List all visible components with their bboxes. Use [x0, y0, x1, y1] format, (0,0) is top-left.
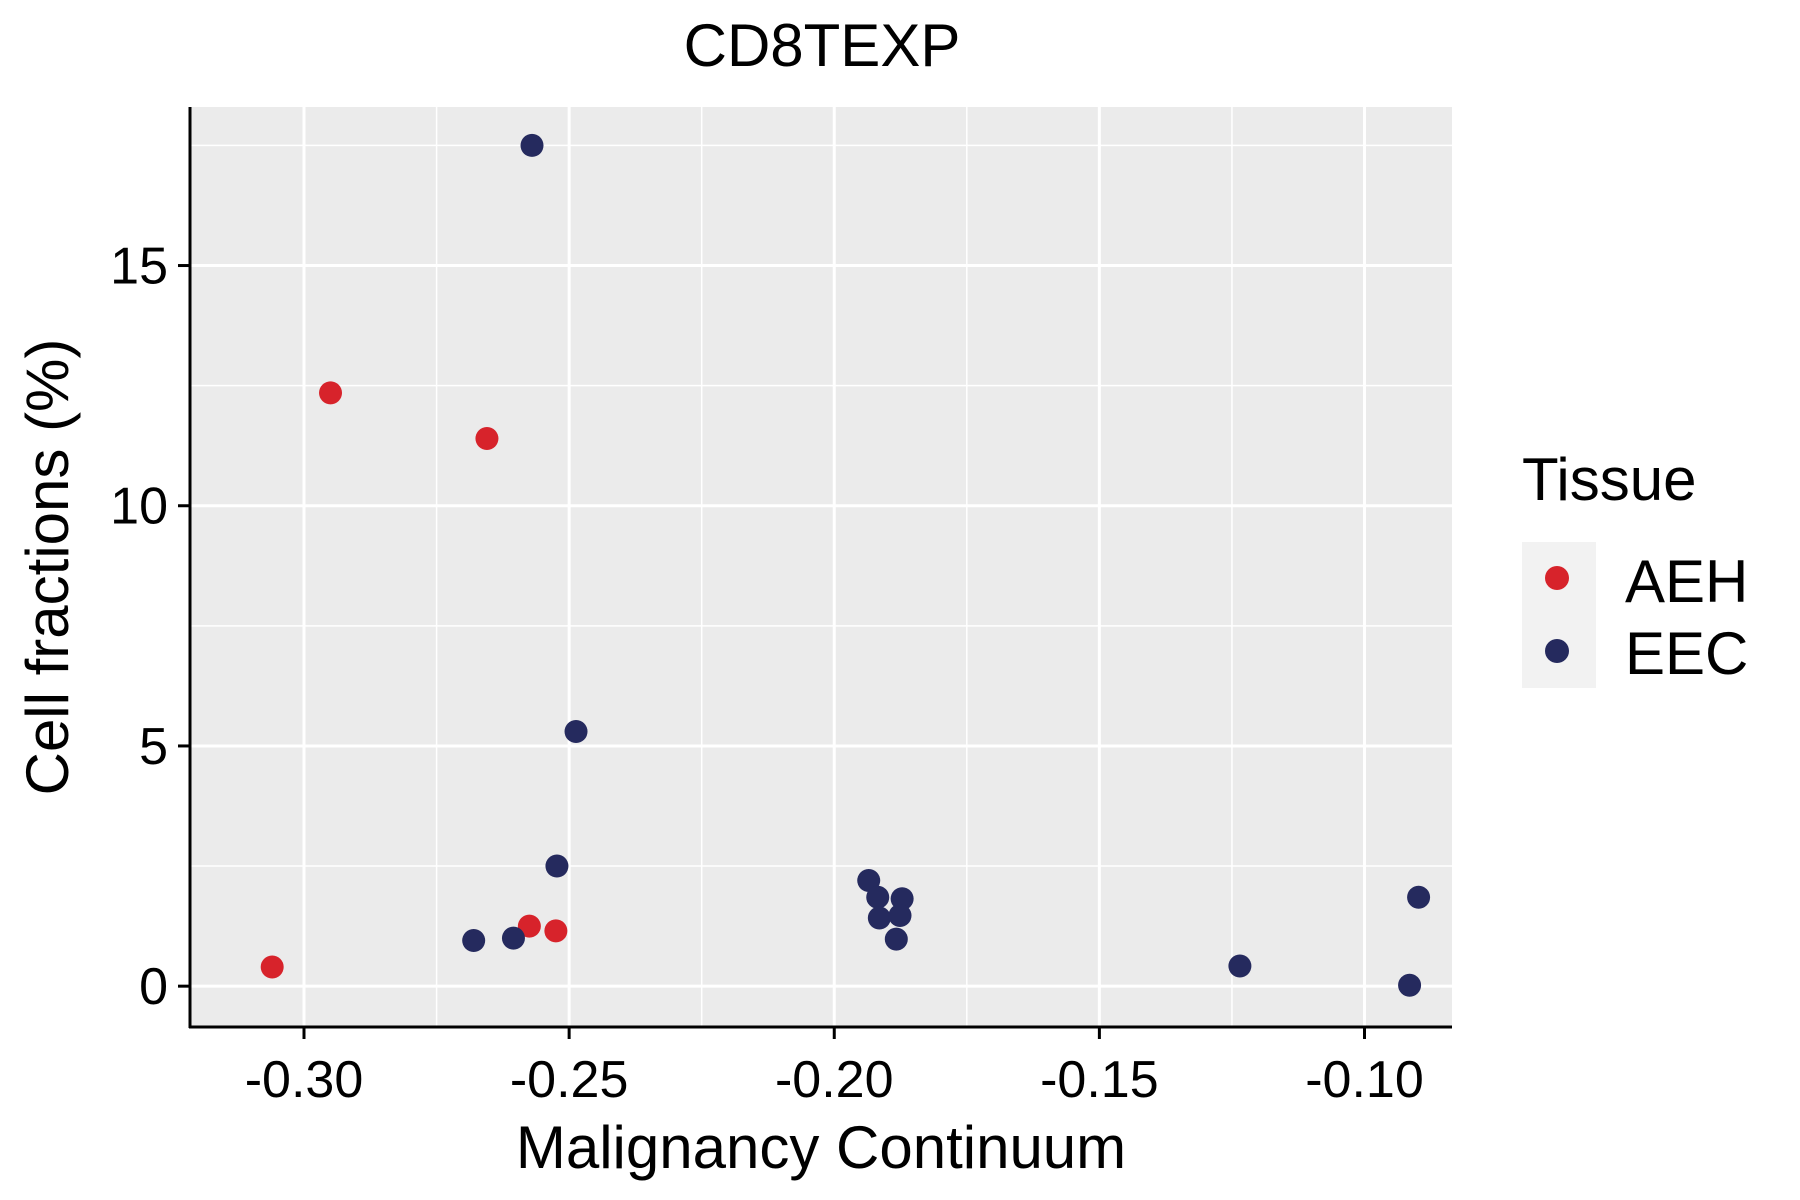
data-point-eec — [857, 868, 881, 892]
x-tick-label: -0.10 — [1305, 1051, 1424, 1109]
legend-label-eec: EEC — [1625, 620, 1748, 687]
data-point-eec — [1407, 885, 1431, 909]
data-point-eec — [545, 854, 569, 878]
data-point-eec — [564, 720, 588, 744]
x-axis-ticks: -0.30 -0.25 -0.20 -0.15 -0.10 — [245, 1027, 1424, 1109]
data-point-eec — [1398, 973, 1422, 997]
data-point-eec — [866, 885, 890, 909]
data-point-aeh — [544, 919, 568, 943]
x-tick-label: -0.25 — [510, 1051, 629, 1109]
data-point-aeh — [260, 955, 284, 979]
x-tick-label: -0.15 — [1040, 1051, 1159, 1109]
chart-title: CD8TEXP — [684, 12, 961, 79]
legend-key-background — [1522, 542, 1596, 688]
data-point-aeh — [517, 914, 541, 938]
x-tick-label: -0.30 — [245, 1051, 364, 1109]
legend-title: Tissue — [1522, 446, 1697, 513]
x-axis-title: Malignancy Continuum — [516, 1114, 1126, 1181]
data-point-aeh — [475, 426, 499, 450]
data-point-eec — [520, 133, 544, 157]
data-point-eec — [1228, 954, 1252, 978]
y-tick-label: 15 — [110, 238, 168, 296]
y-tick-label: 5 — [139, 718, 168, 776]
major-gridlines — [190, 107, 1452, 1027]
data-point-eec — [888, 904, 912, 928]
data-points — [260, 133, 1431, 997]
data-point-eec — [501, 926, 525, 950]
legend-key-aeh — [1545, 566, 1569, 590]
plot-panel — [190, 107, 1452, 1027]
data-point-eec — [462, 929, 486, 953]
legend: Tissue AEH EEC — [1522, 446, 1748, 688]
y-tick-label: 0 — [139, 958, 168, 1016]
data-point-eec — [890, 887, 914, 911]
y-axis-ticks: 0 5 10 15 — [110, 238, 190, 1016]
legend-label-aeh: AEH — [1625, 548, 1748, 615]
y-tick-label: 10 — [110, 478, 168, 536]
minor-gridlines — [190, 107, 1452, 1027]
data-point-aeh — [319, 381, 343, 405]
data-point-eec — [867, 906, 891, 930]
data-point-eec — [884, 927, 908, 951]
y-axis-title: Cell fractions (%) — [14, 339, 81, 796]
x-tick-label: -0.20 — [775, 1051, 894, 1109]
legend-key-eec — [1545, 639, 1569, 663]
